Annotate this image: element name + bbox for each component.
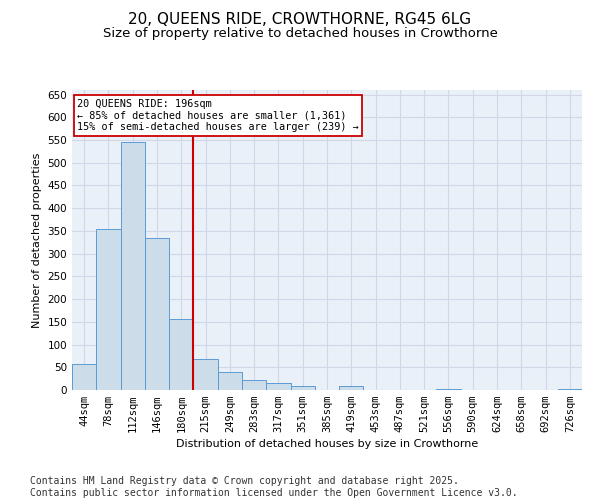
Bar: [339, 386, 364, 390]
Bar: [218, 372, 242, 390]
Y-axis label: Number of detached properties: Number of detached properties: [32, 152, 42, 328]
Bar: [169, 318, 193, 390]
Text: 20 QUEENS RIDE: 196sqm
← 85% of detached houses are smaller (1,361)
15% of semi-: 20 QUEENS RIDE: 196sqm ← 85% of detached…: [77, 99, 359, 132]
Bar: [72, 364, 96, 390]
Bar: [193, 359, 218, 390]
X-axis label: Distribution of detached houses by size in Crowthorne: Distribution of detached houses by size …: [176, 440, 478, 450]
Text: Contains HM Land Registry data © Crown copyright and database right 2025.
Contai: Contains HM Land Registry data © Crown c…: [30, 476, 518, 498]
Bar: [145, 238, 169, 390]
Bar: [558, 388, 582, 390]
Bar: [290, 386, 315, 390]
Bar: [266, 383, 290, 390]
Bar: [96, 228, 121, 390]
Bar: [436, 389, 461, 390]
Text: 20, QUEENS RIDE, CROWTHORNE, RG45 6LG: 20, QUEENS RIDE, CROWTHORNE, RG45 6LG: [128, 12, 472, 28]
Bar: [242, 380, 266, 390]
Bar: [121, 142, 145, 390]
Text: Size of property relative to detached houses in Crowthorne: Size of property relative to detached ho…: [103, 28, 497, 40]
